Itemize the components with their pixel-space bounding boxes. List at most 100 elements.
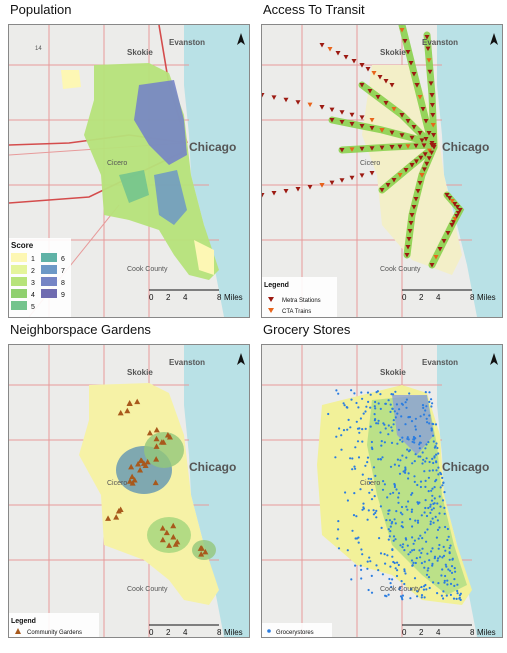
grocery-marker: [391, 407, 394, 410]
station-marker: [399, 133, 405, 138]
label-skokie: Skokie: [127, 48, 153, 57]
station-marker: [426, 156, 432, 161]
grocery-marker: [365, 405, 368, 408]
grocery-marker: [370, 498, 374, 501]
grocery-marker: [409, 551, 412, 554]
grocery-marker: [407, 472, 410, 475]
garden-marker: [153, 443, 160, 449]
grocery-marker: [405, 505, 408, 508]
grocery-marker: [353, 492, 356, 495]
station-marker: [379, 128, 385, 133]
station-marker: [408, 61, 414, 66]
grocery-marker: [427, 441, 430, 444]
grocery-marker: [399, 459, 402, 462]
grocery-marker: [439, 505, 442, 508]
grocery-marker: [401, 521, 404, 524]
grocery-marker: [429, 520, 432, 523]
grocery-marker: [380, 444, 383, 447]
grocery-marker: [400, 505, 404, 509]
svg-text:Miles: Miles: [224, 293, 243, 302]
grocery-marker: [401, 594, 404, 597]
grocery-marker: [397, 501, 400, 504]
garden-marker: [153, 426, 160, 433]
grocery-marker: [436, 446, 439, 450]
grocery-marker: [420, 594, 424, 597]
station-marker: [385, 183, 391, 188]
grocery-marker: [375, 391, 378, 394]
grocery-marker: [366, 560, 369, 563]
grocery-marker: [407, 438, 410, 441]
grocery-marker: [419, 415, 422, 418]
grocery-marker: [430, 499, 434, 502]
station-marker: [426, 131, 432, 136]
grocery-marker: [397, 428, 400, 431]
station-marker: [359, 83, 365, 88]
grocery-marker: [395, 403, 398, 406]
station-marker: [405, 245, 411, 250]
grocery-marker: [372, 513, 375, 516]
grocery-marker: [372, 466, 376, 469]
grocery-marker: [392, 491, 395, 494]
grocery-marker: [408, 392, 411, 395]
grocery-marker: [449, 582, 453, 585]
grocery-marker: [446, 538, 449, 542]
grocery-marker: [405, 406, 408, 409]
grocery-marker: [389, 492, 392, 495]
garden-marker: [153, 435, 160, 442]
grocery-marker: [432, 461, 435, 465]
station-marker: [419, 173, 425, 178]
grocery-marker: [420, 596, 423, 599]
grocery-marker: [357, 456, 361, 459]
grocery-marker: [394, 538, 397, 541]
grocery-marker: [421, 451, 424, 454]
station-marker: [419, 138, 425, 143]
garden-marker: [197, 545, 204, 551]
grocery-marker: [355, 537, 359, 540]
grocery-marker: [366, 391, 370, 394]
garden-marker: [117, 409, 124, 416]
garden-marker: [105, 515, 112, 521]
grocery-marker: [424, 479, 427, 482]
grocery-marker: [377, 458, 380, 461]
garden-marker: [166, 542, 173, 548]
grocery-marker: [375, 509, 378, 512]
station-marker: [423, 137, 429, 142]
grocery-marker: [456, 583, 459, 586]
grocery-marker: [430, 398, 433, 401]
station-marker: [433, 255, 439, 260]
station-marker: [329, 180, 335, 186]
grocery-marker: [397, 496, 400, 499]
station-marker: [426, 58, 432, 63]
grocery-marker: [409, 518, 412, 521]
station-marker: [420, 107, 426, 112]
grocery-marker: [392, 419, 395, 422]
grocery-marker: [425, 457, 428, 460]
legend-swatch-8: [41, 277, 57, 286]
grocery-marker: [404, 401, 407, 404]
garden-marker: [202, 548, 209, 555]
grocery-marker: [446, 527, 449, 531]
grocery-marker: [418, 549, 421, 552]
grocery-marker: [428, 586, 431, 590]
station-marker: [295, 187, 301, 192]
station-marker: [359, 173, 365, 178]
label-evanston: Evanston: [422, 358, 458, 367]
grocery-marker: [449, 544, 452, 547]
grocery-marker: [369, 393, 372, 396]
svg-text:0: 0: [402, 293, 407, 302]
grocery-marker: [370, 440, 373, 444]
grocery-marker: [427, 576, 431, 579]
grocery-marker: [414, 428, 417, 431]
svg-text:8: 8: [217, 628, 222, 637]
grocery-marker: [440, 574, 443, 577]
grocery-marker: [406, 508, 409, 511]
grocery-marker: [422, 406, 425, 409]
station-marker: [319, 105, 325, 110]
grocery-marker: [428, 469, 431, 472]
grocery-marker: [446, 583, 449, 586]
svg-text:Miles: Miles: [224, 628, 243, 637]
station-marker: [449, 199, 455, 204]
grocery-marker: [445, 594, 448, 597]
grocery-marker: [431, 402, 434, 405]
transit-map: Skokie Evanston Chicago Cicero Cook Coun…: [261, 24, 503, 318]
